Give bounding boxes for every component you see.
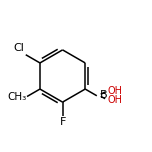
Text: Cl: Cl [13,43,24,53]
Text: OH: OH [107,95,122,105]
Text: B: B [100,90,107,100]
Text: F: F [59,117,66,127]
Text: OH: OH [107,86,122,96]
Text: CH₃: CH₃ [7,92,26,102]
